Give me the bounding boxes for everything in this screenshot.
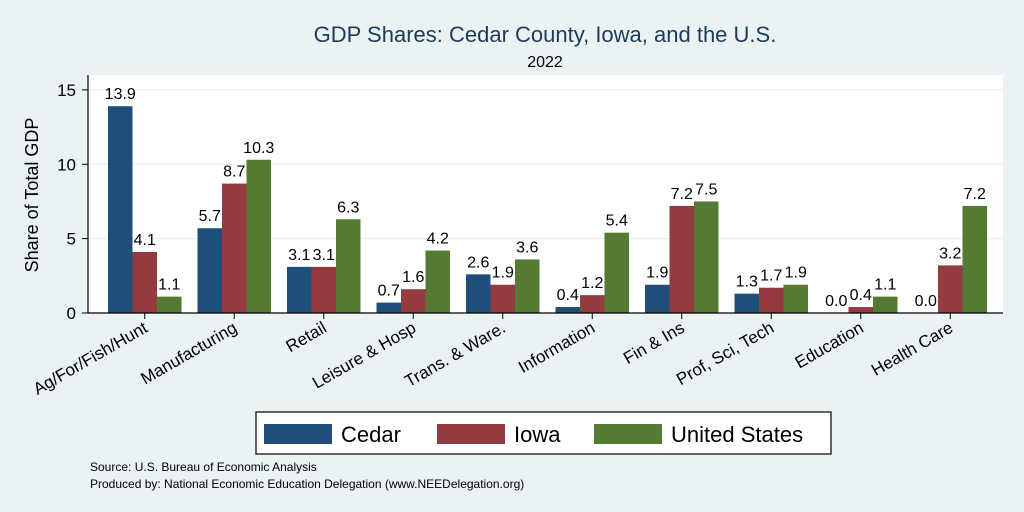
data-label-iowa-education: 0.4 (850, 287, 872, 304)
legend: Cedar Iowa United States (255, 411, 832, 455)
bar-cedar-information (555, 307, 580, 313)
y-axis-label: Share of Total GDP (22, 118, 42, 273)
axes (87, 75, 1003, 314)
data-label-cedar-information: 0.4 (557, 287, 579, 304)
data-label-cedar-ag-for-fish-hunt: 13.9 (105, 86, 136, 103)
data-label-iowa-information: 1.2 (581, 275, 603, 292)
bar-iowa-information (580, 295, 605, 313)
legend-swatch-united-states (594, 424, 662, 444)
bar-cedar-retail (287, 266, 312, 313)
data-label-iowa-health-care: 3.2 (939, 245, 961, 262)
legend-box (255, 411, 832, 455)
x-tick-label-prof-sci-tech: Prof, Sci, Tech (673, 318, 777, 389)
data-label-iowa-fin-ins: 7.2 (671, 186, 693, 203)
y-tick-label: 10 (57, 155, 76, 174)
bar-iowa-leisure-hosp (401, 289, 426, 313)
data-label-united-states-ag-for-fish-hunt: 1.1 (158, 277, 180, 294)
bar-united-states-fin-ins (694, 201, 719, 313)
bar-united-states-health-care (962, 205, 987, 313)
data-label-iowa-retail: 3.1 (313, 247, 335, 264)
legend-label-united-states: United States (671, 422, 803, 447)
data-label-cedar-leisure-hosp: 0.7 (378, 283, 400, 300)
x-tick-label-retail: Retail (283, 318, 330, 356)
x-tick-label-health-care: Health Care (868, 318, 956, 380)
bar-iowa-health-care (938, 265, 963, 313)
bar-united-states-prof-sci-tech (783, 284, 808, 313)
bar-united-states-retail (336, 219, 361, 313)
bar-united-states-education (873, 296, 898, 313)
data-label-cedar-education: 0.0 (825, 293, 847, 310)
data-label-united-states-manufacturing: 10.3 (243, 140, 274, 157)
bar-iowa-prof-sci-tech (759, 287, 784, 313)
data-label-united-states-information: 5.4 (606, 213, 628, 230)
chart-title: GDP Shares: Cedar County, Iowa, and the … (314, 22, 777, 47)
bar-cedar-fin-ins (645, 284, 670, 313)
y-tick-label: 5 (67, 230, 76, 249)
data-label-cedar-health-care: 0.0 (915, 293, 937, 310)
source-note: Source: U.S. Bureau of Economic Analysis (90, 460, 317, 474)
data-label-iowa-leisure-hosp: 1.6 (402, 269, 424, 286)
legend-label-cedar: Cedar (341, 422, 401, 447)
data-label-united-states-trans-ware: 3.6 (516, 239, 538, 256)
data-labels: 13.9 4.1 1.1 5.7 8.7 10.3 3.1 3.1 6.3 0.71.6 4.2 2.… (105, 86, 986, 310)
data-label-united-states-fin-ins: 7.5 (695, 181, 717, 198)
x-tick-label-ag-for-fish-hunt: Ag/For/Fish/Hunt (30, 318, 151, 399)
data-label-iowa-prof-sci-tech: 1.7 (760, 268, 782, 285)
data-label-united-states-retail: 6.3 (337, 199, 359, 216)
bar-cedar-prof-sci-tech (734, 293, 759, 313)
x-tick-label-information: Information (515, 318, 598, 377)
data-label-cedar-fin-ins: 1.9 (646, 265, 668, 282)
data-label-iowa-ag-for-fish-hunt: 4.1 (134, 232, 156, 249)
legend-swatch-iowa (437, 424, 505, 444)
bar-cedar-ag-for-fish-hunt (108, 106, 133, 313)
bar-iowa-fin-ins (669, 205, 694, 313)
bar-united-states-trans-ware (515, 259, 540, 313)
data-label-cedar-prof-sci-tech: 1.3 (736, 274, 758, 291)
bar-iowa-education (848, 307, 873, 313)
bar-cedar-leisure-hosp (376, 302, 401, 313)
data-label-iowa-trans-ware: 1.9 (492, 265, 514, 282)
data-label-cedar-manufacturing: 5.7 (199, 208, 221, 225)
bar-united-states-leisure-hosp (425, 250, 450, 313)
bar-iowa-ag-for-fish-hunt (132, 252, 157, 313)
data-label-cedar-trans-ware: 2.6 (467, 254, 489, 271)
bars (108, 106, 987, 313)
bar-iowa-trans-ware (490, 284, 515, 313)
chart-subtitle: 2022 (527, 54, 563, 71)
y-axis-ticks: 0 5 10 15 (57, 81, 88, 323)
x-tick-label-education: Education (792, 318, 867, 372)
bar-united-states-ag-for-fish-hunt (157, 296, 182, 313)
data-label-united-states-health-care: 7.2 (964, 186, 986, 203)
produced-by-note: Produced by: National Economic Education… (90, 477, 524, 491)
x-tick-label-manufacturing: Manufacturing (137, 318, 240, 388)
y-tick-label: 15 (57, 81, 76, 100)
bar-united-states-information (604, 232, 629, 313)
data-label-cedar-retail: 3.1 (288, 247, 310, 264)
y-tick-label: 0 (67, 304, 76, 323)
bar-iowa-retail (311, 266, 336, 313)
bar-cedar-manufacturing (197, 228, 222, 313)
legend-label-iowa: Iowa (514, 422, 561, 447)
x-tick-label-fin-ins: Fin & Ins (620, 318, 688, 368)
legend-swatch-cedar (264, 424, 332, 444)
bar-iowa-manufacturing (222, 183, 247, 313)
data-label-united-states-prof-sci-tech: 1.9 (785, 265, 807, 282)
x-tick-label-trans-ware: Trans. & Ware. (401, 318, 508, 391)
data-label-united-states-leisure-hosp: 4.2 (427, 231, 449, 248)
bar-cedar-trans-ware (466, 274, 491, 313)
bar-united-states-manufacturing (246, 159, 271, 313)
data-label-iowa-manufacturing: 8.7 (223, 164, 245, 181)
data-label-united-states-education: 1.1 (874, 277, 896, 294)
